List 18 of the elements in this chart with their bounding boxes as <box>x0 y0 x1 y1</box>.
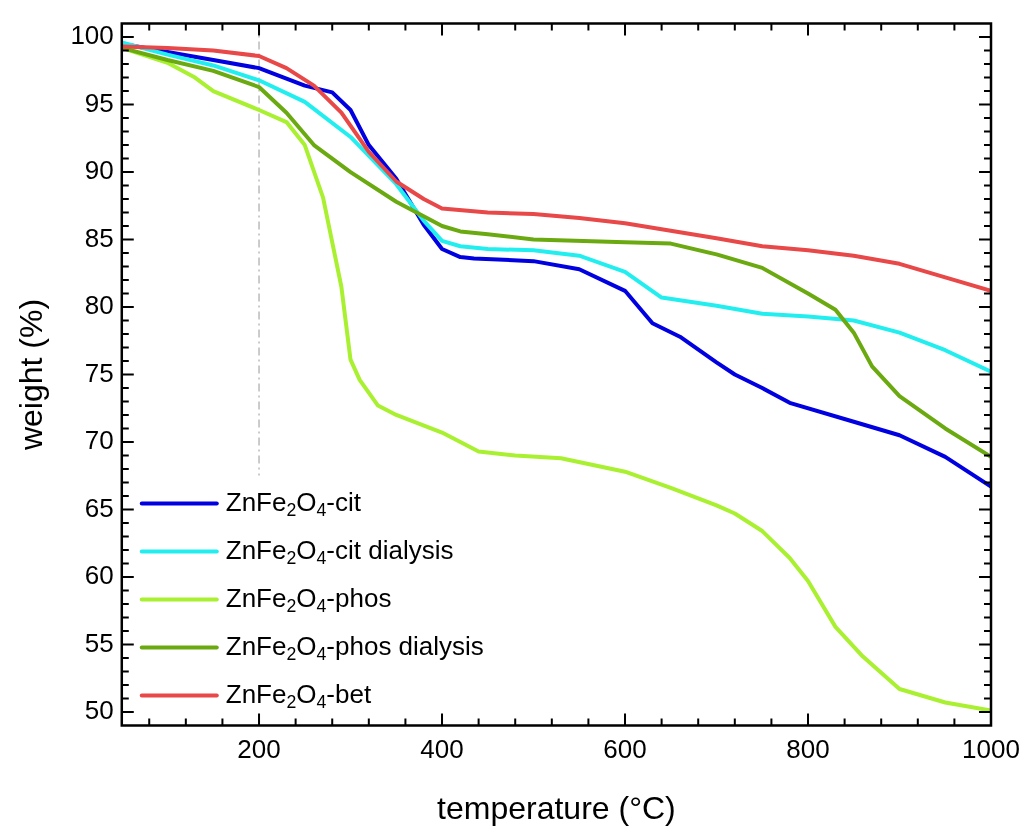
y-axis-title: weight (%) <box>13 298 50 452</box>
x-axis-title: temperature (°C) <box>437 789 676 826</box>
x-tick-label: 200 <box>237 734 281 765</box>
y-tick-label: 50 <box>84 695 114 726</box>
y-tick-label: 100 <box>70 20 114 51</box>
y-tick-label: 55 <box>84 627 114 658</box>
y-tick-label: 95 <box>84 87 114 118</box>
x-tick-label: 600 <box>603 734 647 765</box>
y-tick-label: 85 <box>84 222 114 253</box>
y-tick-label: 65 <box>84 492 114 523</box>
y-tick-label: 60 <box>84 560 114 591</box>
y-tick-label: 70 <box>84 425 114 456</box>
y-tick-label: 90 <box>84 155 114 186</box>
x-tick-label: 1000 <box>962 734 1020 765</box>
x-tick-label: 400 <box>420 734 464 765</box>
x-tick-label: 800 <box>786 734 830 765</box>
y-tick-label: 75 <box>84 357 114 388</box>
y-tick-label: 80 <box>84 290 114 321</box>
